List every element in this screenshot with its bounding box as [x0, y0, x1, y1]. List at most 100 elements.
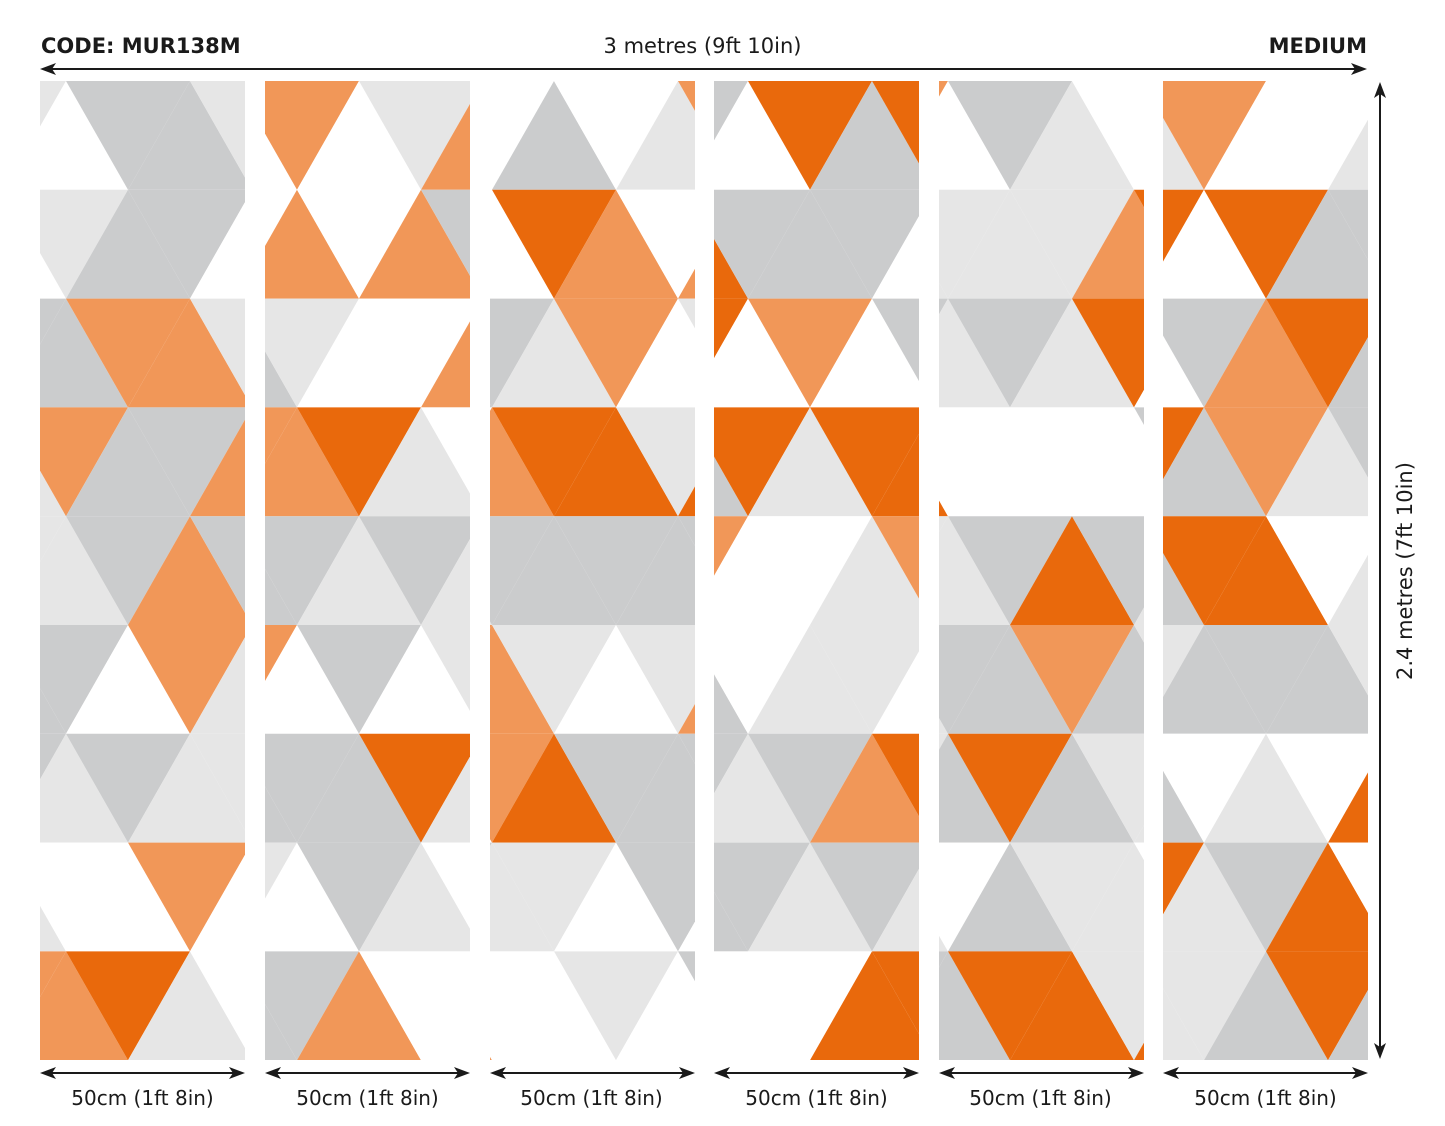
- triangle-tile: [616, 81, 695, 190]
- triangle-tile: [265, 189, 297, 246]
- triangle-tile: [0, 734, 4, 843]
- triangle-tile: [872, 433, 919, 517]
- triangle-tile: [265, 842, 359, 952]
- triangle-tile: [1266, 842, 1368, 952]
- triangle-tile: [359, 516, 470, 625]
- triangle-tile: [939, 282, 948, 299]
- total-width-arrow-head-icon: [1351, 63, 1367, 75]
- triangle-tile: [40, 733, 66, 780]
- triangle-tile: [1072, 842, 1144, 952]
- triangle-tile: [1266, 951, 1368, 1060]
- triangle-tile: [0, 843, 4, 952]
- triangle-tile: [616, 625, 695, 734]
- triangle-tile: [714, 81, 810, 190]
- triangle-tile: [297, 298, 421, 408]
- triangle-tile: [66, 516, 190, 625]
- triangle-tile: [554, 951, 678, 1060]
- triangle-tile: [678, 516, 695, 547]
- triangle-tile: [1328, 772, 1368, 843]
- panel-width-label: 50cm (1ft 8in): [745, 1086, 888, 1110]
- triangle-tile: [359, 189, 470, 299]
- triangle-tile: [678, 951, 695, 982]
- triangle-tile: [948, 189, 1072, 299]
- triangle-tile: [66, 81, 190, 190]
- triangle-tile: [265, 189, 359, 299]
- triangle-tile: [872, 868, 919, 952]
- panel-width-label: 50cm (1ft 8in): [1194, 1086, 1337, 1110]
- triangle-tile: [810, 842, 919, 952]
- triangle-tile: [1390, 734, 1445, 843]
- triangle-tile: [1163, 770, 1204, 843]
- triangle-tile: [1204, 733, 1328, 843]
- triangle-tile: [128, 189, 245, 299]
- triangle-tile: [554, 298, 678, 408]
- triangle-tile: [40, 625, 128, 734]
- triangle-tile: [872, 298, 919, 382]
- triangle-tile: [554, 189, 678, 299]
- triangle-tile: [714, 298, 810, 408]
- panel-width-label: 50cm (1ft 8in): [520, 1086, 663, 1110]
- panel-width-label: 50cm (1ft 8in): [71, 1086, 214, 1110]
- triangle-tile: [297, 733, 421, 843]
- product-code: CODE: MUR138M: [41, 34, 241, 58]
- triangle-tile: [66, 951, 190, 1060]
- triangle-tile: [492, 842, 616, 952]
- triangle-tile: [678, 486, 695, 517]
- triangle-tile: [492, 298, 616, 408]
- triangle-tile: [490, 1056, 492, 1060]
- wallpaper-panel: [714, 81, 919, 1060]
- triangle-tile: [1163, 81, 1266, 190]
- triangle-tile: [1266, 81, 1368, 190]
- triangle-tile: [265, 951, 359, 1060]
- triangle-tile: [490, 298, 554, 408]
- panel-width-arrow-head-icon: [939, 1067, 955, 1079]
- triangle-tile: [1163, 625, 1204, 697]
- triangle-tile: [1072, 298, 1144, 408]
- triangle-tile: [714, 951, 810, 1060]
- triangle-tile: [714, 516, 810, 625]
- triangle-tile: [1266, 625, 1368, 734]
- triangle-tile: [810, 733, 919, 843]
- triangle-tile: [1010, 951, 1134, 1060]
- triangle-tile: [714, 951, 748, 1012]
- triangle-tile: [948, 842, 1072, 952]
- triangle-tile: [490, 81, 554, 190]
- triangle-tile: [748, 951, 872, 1060]
- triangle-tile: [939, 733, 1010, 843]
- triangle-tile: [0, 407, 4, 516]
- triangle-tile: [948, 951, 1072, 1060]
- triangle-tile: [40, 81, 128, 190]
- triangle-tile: [554, 407, 678, 517]
- triangle-tile: [1204, 189, 1328, 299]
- triangle-tile: [810, 189, 919, 299]
- triangle-tile: [265, 1004, 297, 1060]
- triangle-tile: [297, 516, 421, 625]
- triangle-tile: [1328, 625, 1368, 696]
- triangle-tile: [1390, 407, 1445, 516]
- triangle-tile: [1010, 516, 1134, 625]
- triangle-tile: [421, 756, 470, 843]
- triangle-tile: [421, 842, 470, 929]
- triangle-tile: [265, 568, 297, 625]
- wallpaper-panel: [939, 81, 1144, 1060]
- triangle-tile: [616, 842, 695, 952]
- triangle-tile: [490, 189, 554, 299]
- triangle-tile: [714, 674, 748, 734]
- triangle-tile: [1163, 516, 1266, 625]
- triangle-tile: [1390, 951, 1445, 1060]
- triangle-tile: [421, 407, 470, 494]
- triangle-tile: [939, 951, 1010, 1060]
- triangle-tile: [297, 951, 421, 1060]
- triangle-tile: [748, 81, 872, 190]
- triangle-tile: [939, 500, 948, 517]
- triangle-tile: [190, 951, 245, 1048]
- triangle-tile: [748, 625, 872, 734]
- triangle-tile: [128, 516, 245, 625]
- triangle-tile: [490, 407, 492, 411]
- triangle-tile: [128, 842, 245, 952]
- triangle-tile: [359, 407, 470, 517]
- triangle-tile: [40, 516, 128, 625]
- triangle-tile: [0, 951, 4, 1060]
- triangle-tile: [1134, 407, 1144, 425]
